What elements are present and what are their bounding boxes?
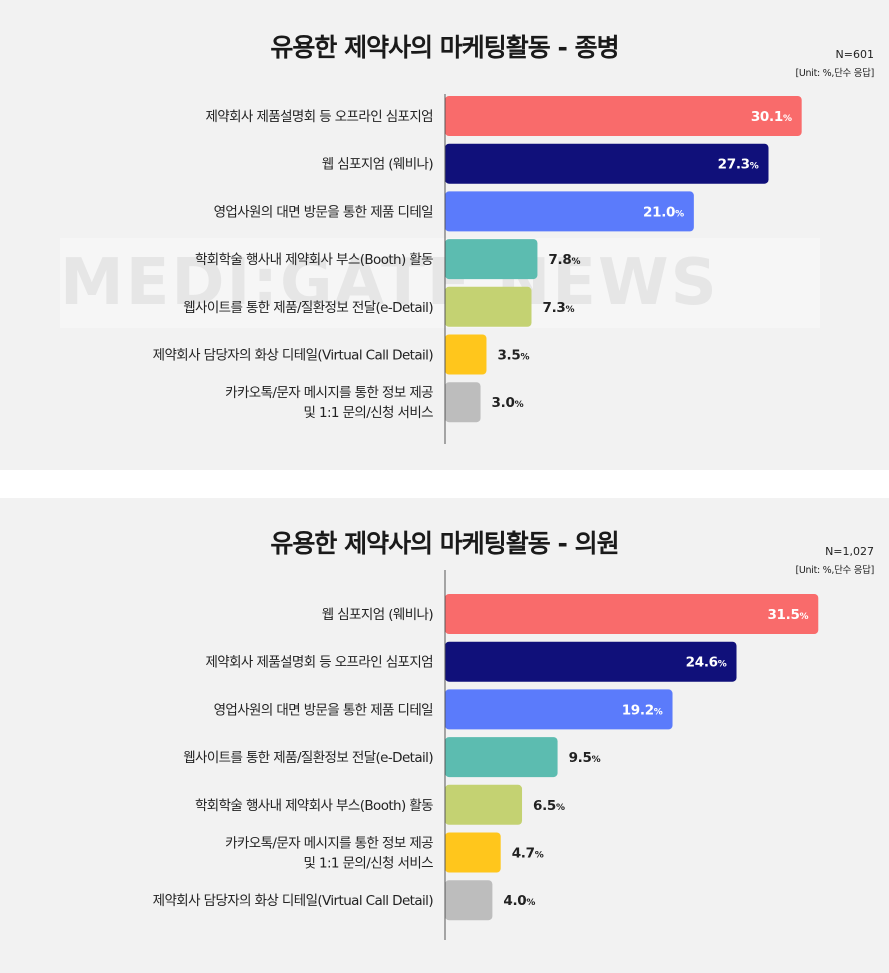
data-label: 21.0% <box>643 204 684 220</box>
data-label: 24.6% <box>686 655 727 671</box>
bar <box>445 191 694 232</box>
data-label: 30.1% <box>751 109 792 125</box>
category-label: 웹사이트를 통한 제품/질환정보 전달(e-Detail) <box>183 300 433 316</box>
category-label: 및 1:1 문의/신청 서비스 <box>303 405 433 421</box>
bar <box>445 784 523 825</box>
data-label: 7.8% <box>548 252 580 268</box>
bar <box>445 641 737 682</box>
category-label: 웹사이트를 통한 제품/질환정보 전달(e-Detail) <box>183 750 433 766</box>
category-label: 카카오톡/문자 메시지를 통한 정보 제공 <box>225 385 433 401</box>
bar <box>445 880 493 921</box>
data-label: 27.3% <box>718 157 759 173</box>
category-label: 영업사원의 대면 방문을 통한 제품 디테일 <box>214 204 434 220</box>
unit-label: [Unit: %,단수 응답] <box>795 565 875 576</box>
category-label: 웹 심포지엄 (웨비나) <box>322 157 434 173</box>
chart-title: 유용한 제약사의 마케팅활동 - 종병 <box>270 33 619 62</box>
bar <box>445 143 769 184</box>
category-label: 영업사원의 대면 방문을 통한 제품 디테일 <box>214 702 434 718</box>
category-label: 제약회사 담당자의 화상 디테일(Virtual Call Detail) <box>153 348 434 364</box>
category-label: 및 1:1 문의/신청 서비스 <box>303 856 433 872</box>
sample-size-label: N=1,027 <box>825 545 874 558</box>
category-label: 학회학술 행사내 제약회사 부스(Booth) 활동 <box>195 798 433 814</box>
bar <box>445 594 819 634</box>
data-label: 3.0% <box>492 395 524 411</box>
bar <box>445 239 538 280</box>
category-label: 제약회사 담당자의 화상 디테일(Virtual Call Detail) <box>153 893 434 909</box>
category-label: 학회학술 행사내 제약회사 부스(Booth) 활동 <box>195 252 433 268</box>
category-label: 카카오톡/문자 메시지를 통한 정보 제공 <box>225 836 433 852</box>
category-label: 제약회사 제품설명회 등 오프라인 심포지엄 <box>205 655 433 671</box>
data-label: 3.5% <box>497 348 529 364</box>
sample-size-label: N=601 <box>835 48 874 61</box>
data-label: 4.7% <box>512 846 544 862</box>
watermark-logo: MEDI:GATE NEWS <box>60 238 820 328</box>
bar <box>445 832 501 873</box>
bar <box>445 737 558 778</box>
data-label: 31.5% <box>767 607 808 623</box>
bar <box>445 286 532 327</box>
unit-label: [Unit: %,단수 응답] <box>795 68 875 79</box>
category-label: 웹 심포지엄 (웨비나) <box>322 607 434 623</box>
category-label: 제약회사 제품설명회 등 오프라인 심포지엄 <box>205 109 433 125</box>
bar <box>445 382 481 423</box>
data-label: 6.5% <box>533 798 565 814</box>
data-label: 4.0% <box>503 893 535 909</box>
data-label: 19.2% <box>622 702 663 718</box>
chart-panel-hospital: 유용한 제약사의 마케팅활동 - 종병 N=601 [Unit: %,단수 응답… <box>0 0 889 470</box>
chart-title: 유용한 제약사의 마케팅활동 - 의원 <box>270 529 619 558</box>
data-label: 9.5% <box>569 750 601 766</box>
bar <box>445 689 673 730</box>
chart-panel-clinic: 유용한 제약사의 마케팅활동 - 의원 N=1,027 [Unit: %,단수 … <box>0 498 889 973</box>
panel-separator <box>0 470 889 498</box>
bar-chart-clinic: 웹 심포지엄 (웨비나) 31.5% 제약회사 제품설명회 등 오프라인 심포지엄 2… <box>153 570 819 940</box>
bar-chart-hospital: 제약회사 제품설명회 등 오프라인 심포지엄 30.1% 웹 심포지엄 (웨비나) 2… <box>153 94 802 444</box>
bar <box>445 334 487 375</box>
bar <box>445 96 802 136</box>
data-label: 7.3% <box>543 300 575 316</box>
